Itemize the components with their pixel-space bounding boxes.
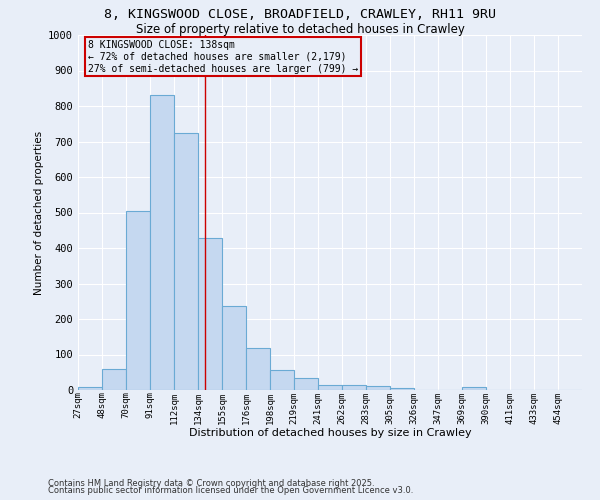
Bar bbox=[390, 388, 414, 390]
Bar bbox=[102, 368, 126, 390]
Bar bbox=[462, 387, 486, 390]
Text: Contains public sector information licensed under the Open Government Licence v3: Contains public sector information licen… bbox=[48, 486, 413, 495]
Bar bbox=[126, 210, 150, 390]
Text: 8, KINGSWOOD CLOSE, BROADFIELD, CRAWLEY, RH11 9RU: 8, KINGSWOOD CLOSE, BROADFIELD, CRAWLEY,… bbox=[104, 8, 496, 20]
Text: 8 KINGSWOOD CLOSE: 138sqm
← 72% of detached houses are smaller (2,179)
27% of se: 8 KINGSWOOD CLOSE: 138sqm ← 72% of detac… bbox=[88, 40, 358, 74]
Bar bbox=[150, 96, 174, 390]
X-axis label: Distribution of detached houses by size in Crawley: Distribution of detached houses by size … bbox=[188, 428, 472, 438]
Bar bbox=[366, 386, 390, 390]
Text: Size of property relative to detached houses in Crawley: Size of property relative to detached ho… bbox=[136, 22, 464, 36]
Y-axis label: Number of detached properties: Number of detached properties bbox=[34, 130, 44, 294]
Bar bbox=[318, 384, 342, 390]
Bar bbox=[342, 386, 366, 390]
Bar bbox=[222, 306, 246, 390]
Bar bbox=[174, 132, 198, 390]
Bar bbox=[294, 378, 318, 390]
Bar bbox=[270, 370, 294, 390]
Text: Contains HM Land Registry data © Crown copyright and database right 2025.: Contains HM Land Registry data © Crown c… bbox=[48, 478, 374, 488]
Bar bbox=[78, 387, 102, 390]
Bar bbox=[246, 348, 270, 390]
Bar bbox=[198, 238, 222, 390]
